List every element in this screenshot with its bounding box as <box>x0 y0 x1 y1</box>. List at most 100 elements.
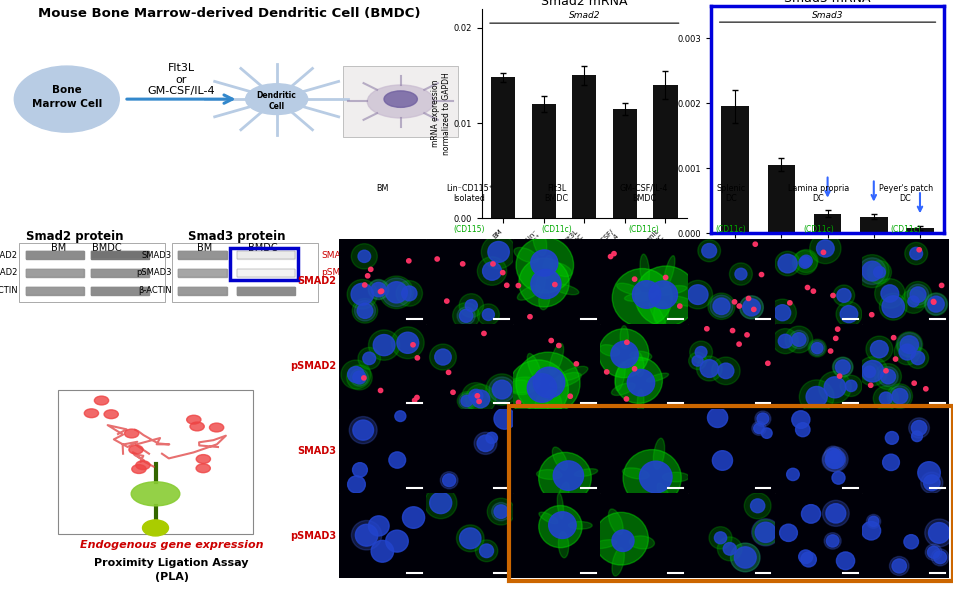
Ellipse shape <box>557 493 563 519</box>
Circle shape <box>821 447 847 471</box>
Circle shape <box>861 522 880 540</box>
Circle shape <box>624 340 628 345</box>
Text: (PLA): (PLA) <box>154 572 189 582</box>
Ellipse shape <box>536 470 561 480</box>
Circle shape <box>869 340 887 358</box>
Bar <box>91 269 149 277</box>
Circle shape <box>760 428 771 438</box>
Ellipse shape <box>639 254 649 286</box>
Circle shape <box>844 380 856 392</box>
Text: (CD11c): (CD11c) <box>802 225 833 234</box>
Circle shape <box>800 255 811 267</box>
Bar <box>91 287 149 294</box>
Circle shape <box>465 384 496 414</box>
Circle shape <box>840 306 857 323</box>
Circle shape <box>481 332 486 336</box>
Circle shape <box>475 540 497 562</box>
Ellipse shape <box>538 289 549 310</box>
Bar <box>26 251 84 259</box>
Circle shape <box>487 498 515 525</box>
Circle shape <box>821 448 845 471</box>
Circle shape <box>378 388 382 392</box>
Bar <box>58 389 253 534</box>
Bar <box>178 251 227 259</box>
Circle shape <box>774 304 790 321</box>
Circle shape <box>765 361 769 365</box>
Circle shape <box>786 468 799 481</box>
Circle shape <box>811 343 822 353</box>
Circle shape <box>861 360 882 382</box>
Circle shape <box>835 301 861 327</box>
Circle shape <box>807 339 825 357</box>
Circle shape <box>823 533 841 549</box>
Ellipse shape <box>608 509 622 535</box>
Bar <box>178 287 227 294</box>
Circle shape <box>858 258 885 284</box>
Circle shape <box>389 452 405 468</box>
Bar <box>720 106 748 233</box>
Circle shape <box>880 369 895 384</box>
Text: SMAD2: SMAD2 <box>296 276 335 286</box>
Circle shape <box>491 503 510 521</box>
Circle shape <box>632 281 660 309</box>
Circle shape <box>903 242 926 264</box>
Circle shape <box>886 384 912 408</box>
Bar <box>236 269 294 277</box>
Circle shape <box>930 300 935 304</box>
Circle shape <box>873 267 884 278</box>
Ellipse shape <box>568 522 592 529</box>
Circle shape <box>429 492 452 514</box>
Text: pSMAD2: pSMAD2 <box>290 361 335 371</box>
Circle shape <box>835 360 849 374</box>
Circle shape <box>732 300 736 304</box>
Circle shape <box>385 530 408 552</box>
Circle shape <box>836 552 854 570</box>
Bar <box>572 76 596 218</box>
Text: β-ACTIN: β-ACTIN <box>138 286 172 295</box>
Circle shape <box>872 386 898 411</box>
Circle shape <box>867 516 878 526</box>
Bar <box>509 406 952 581</box>
Ellipse shape <box>629 351 651 360</box>
Ellipse shape <box>538 512 558 524</box>
Circle shape <box>465 300 476 312</box>
Circle shape <box>884 431 898 444</box>
Circle shape <box>917 462 940 484</box>
Bar <box>236 287 294 294</box>
Circle shape <box>533 367 564 398</box>
Circle shape <box>824 451 842 468</box>
Circle shape <box>739 296 762 319</box>
Circle shape <box>84 409 98 418</box>
Circle shape <box>691 356 702 366</box>
Circle shape <box>742 299 760 316</box>
Circle shape <box>459 528 480 549</box>
Circle shape <box>368 280 389 300</box>
Ellipse shape <box>661 473 688 482</box>
Circle shape <box>485 374 517 405</box>
Text: Smad2 protein: Smad2 protein <box>26 231 123 244</box>
Circle shape <box>351 283 374 305</box>
Circle shape <box>701 244 716 258</box>
Text: Smad2: Smad2 <box>568 11 599 20</box>
Circle shape <box>355 525 377 546</box>
Circle shape <box>527 314 532 319</box>
Circle shape <box>902 535 918 549</box>
Circle shape <box>504 283 508 287</box>
Ellipse shape <box>131 482 179 506</box>
Circle shape <box>623 397 628 401</box>
Circle shape <box>610 341 638 368</box>
Circle shape <box>567 394 572 398</box>
Ellipse shape <box>542 255 552 278</box>
Circle shape <box>682 280 712 309</box>
Bar <box>91 287 149 294</box>
Circle shape <box>700 360 718 378</box>
Circle shape <box>737 304 740 308</box>
Circle shape <box>190 422 204 431</box>
Circle shape <box>906 284 927 305</box>
Text: pSMAD3: pSMAD3 <box>290 531 335 541</box>
Circle shape <box>923 386 927 391</box>
Circle shape <box>490 262 495 266</box>
Bar <box>91 269 149 277</box>
Circle shape <box>784 326 812 353</box>
Circle shape <box>196 464 210 473</box>
